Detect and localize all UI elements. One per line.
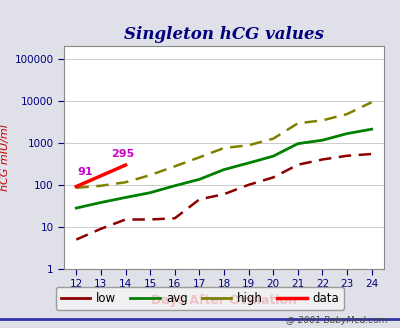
Title: Singleton hCG values: Singleton hCG values — [124, 26, 324, 43]
Y-axis label: hCG mIU/ml: hCG mIU/ml — [0, 124, 10, 191]
Text: @ 2001 BabyMed.com: @ 2001 BabyMed.com — [286, 317, 388, 325]
Text: 295: 295 — [111, 149, 134, 158]
X-axis label: Days After Ovulation: Days After Ovulation — [151, 294, 297, 307]
Text: 91: 91 — [78, 167, 93, 177]
Legend: low, avg, high, data: low, avg, high, data — [56, 287, 344, 310]
